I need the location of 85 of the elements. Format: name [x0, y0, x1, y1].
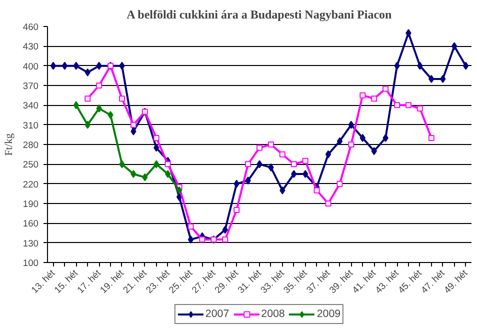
point	[245, 161, 252, 168]
y-tick-label: 400	[22, 61, 39, 72]
y-tick-label: 460	[22, 22, 39, 32]
point	[154, 144, 160, 152]
point	[382, 134, 388, 142]
point	[234, 180, 240, 188]
y-tick-label: 130	[22, 238, 39, 248]
point	[394, 102, 400, 108]
point	[360, 134, 366, 142]
point	[440, 74, 446, 83]
point	[325, 150, 332, 158]
point	[428, 74, 434, 83]
point	[371, 96, 378, 102]
point	[130, 127, 136, 136]
point	[417, 62, 423, 70]
point	[164, 170, 171, 178]
point	[336, 180, 343, 187]
point	[222, 226, 228, 234]
point	[176, 186, 182, 194]
y-tick-label: 250	[22, 160, 39, 170]
point	[462, 62, 469, 70]
y-tick-label: 340	[22, 100, 39, 111]
point	[291, 170, 297, 178]
point	[336, 137, 343, 146]
point	[268, 142, 274, 148]
point	[118, 96, 125, 102]
chart-title: A belföldi cukkini ára a Budapesti Nagybani Piacon	[126, 8, 392, 22]
y-axis-title: Ft/kg	[4, 132, 15, 156]
y-tick-label: 280	[22, 140, 39, 150]
point	[406, 29, 412, 38]
point	[451, 42, 458, 50]
point	[153, 134, 160, 141]
point	[314, 187, 320, 194]
point	[130, 122, 136, 128]
y-tick-label: 100	[22, 258, 39, 268]
point	[62, 62, 68, 70]
point	[73, 62, 79, 70]
point	[84, 68, 90, 76]
point	[222, 236, 228, 243]
point	[280, 186, 286, 194]
point	[73, 101, 79, 110]
point	[96, 62, 102, 70]
point	[360, 92, 366, 98]
point	[268, 163, 274, 172]
y-tick-label: 160	[22, 218, 39, 229]
point	[325, 200, 332, 206]
point	[245, 176, 251, 185]
point	[256, 144, 262, 151]
point	[279, 151, 286, 158]
point	[84, 120, 90, 129]
point	[164, 161, 171, 168]
point	[416, 105, 423, 112]
point	[348, 120, 354, 129]
point	[348, 142, 354, 148]
point	[96, 82, 102, 88]
point	[142, 173, 148, 182]
point	[119, 160, 125, 168]
y-tick-label: 190	[22, 199, 39, 209]
point	[394, 62, 400, 70]
point	[84, 96, 91, 102]
point	[428, 134, 434, 141]
point	[302, 170, 308, 178]
point	[188, 223, 194, 230]
point	[130, 170, 136, 178]
legend-label: 2007	[205, 308, 230, 320]
point	[405, 102, 412, 108]
legend-label: 2009	[316, 308, 341, 320]
point	[382, 86, 389, 92]
point	[50, 62, 56, 70]
y-tick-label: 310	[22, 120, 39, 130]
point	[108, 111, 114, 119]
point	[119, 62, 125, 70]
point	[290, 161, 297, 168]
y-tick-label: 430	[22, 42, 39, 52]
point	[256, 160, 262, 168]
point	[234, 207, 240, 214]
point	[96, 104, 102, 112]
legend-label: 2008	[261, 308, 285, 320]
point	[188, 236, 194, 244]
point	[302, 158, 308, 164]
point	[154, 160, 160, 168]
point	[199, 236, 206, 243]
y-tick-label: 220	[22, 179, 39, 190]
point	[371, 147, 377, 156]
y-tick-label: 370	[22, 81, 39, 91]
